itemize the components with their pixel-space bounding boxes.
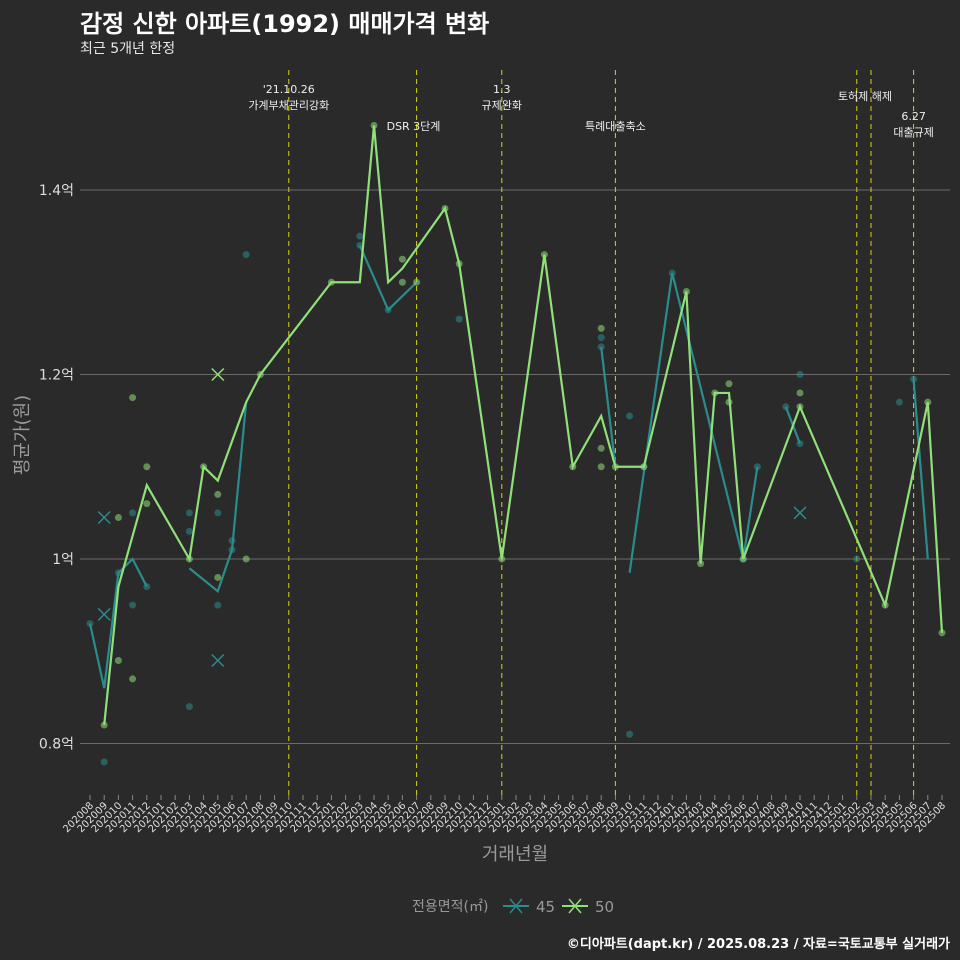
data-point-45 [455, 315, 463, 323]
data-point-45 [356, 232, 364, 240]
data-point-45 [242, 251, 250, 259]
data-point-45 [895, 398, 903, 406]
data-point-45 [214, 509, 222, 517]
data-point-50 [129, 394, 137, 402]
data-point-45 [796, 371, 804, 378]
data-point-50 [242, 555, 250, 563]
data-point-50 [413, 278, 421, 286]
data-point-45 [626, 412, 634, 420]
chart-title: 감정 신한 아파트(1992) 매매가격 변화 [80, 10, 490, 38]
x-marker-45 [793, 506, 807, 520]
data-point-45 [185, 527, 193, 535]
y-axis-title: 평균가(원) [12, 395, 33, 475]
chart-subtitle: 최근 5개년 한정 [80, 41, 176, 57]
legend-x-icon [509, 898, 523, 914]
data-point-50 [597, 324, 605, 332]
y-tick-label: 0.8억 [39, 737, 74, 753]
data-point-50 [114, 656, 122, 664]
event-label: '21.10.26 [263, 83, 315, 96]
data-point-45 [597, 334, 605, 342]
legend-title: 전용면적(㎡) [412, 899, 488, 915]
series-line-50 [103, 125, 944, 726]
data-point-50 [398, 278, 406, 286]
data-point-50 [725, 380, 733, 388]
event-label: 규제완화 [482, 99, 522, 112]
series-line-45 [188, 402, 248, 594]
event-label: 6.27 [901, 110, 926, 123]
data-point-50 [796, 389, 804, 397]
data-point-45 [626, 730, 634, 738]
event-label: 1.3 [493, 83, 511, 96]
data-point-45 [185, 703, 193, 711]
x-marker-50 [211, 367, 225, 382]
data-point-50 [597, 463, 605, 471]
source-caption: ©디아파트(dapt.kr) / 2025.08.23 / 자료=국토교통부 실… [566, 937, 950, 952]
data-point-50 [398, 255, 406, 263]
series-line-45 [358, 244, 418, 312]
legend-label: 50 [595, 898, 614, 916]
data-point-50 [114, 513, 122, 521]
event-label: 토허제 해제 [838, 89, 892, 103]
y-tick-label: 1.2억 [39, 368, 74, 384]
x-marker-45 [211, 653, 225, 668]
y-tick-label: 1.4억 [39, 183, 74, 199]
data-point-50 [143, 500, 151, 508]
series-line-45 [912, 379, 929, 560]
data-point-50 [143, 463, 151, 471]
y-tick-label: 1억 [52, 552, 74, 568]
data-point-50 [214, 573, 222, 581]
data-point-50 [214, 490, 222, 498]
event-label: 대출규제 [893, 126, 933, 139]
x-marker-45 [97, 607, 111, 621]
series-line-45 [88, 557, 148, 689]
legend-label: 45 [536, 898, 555, 916]
series-line-45 [600, 346, 617, 467]
data-point-45 [214, 601, 222, 609]
data-point-45 [129, 601, 137, 609]
event-label: 특례대출축소 [585, 120, 646, 133]
data-point-45 [853, 555, 861, 563]
series-line-45 [628, 272, 759, 573]
legend-x-icon [568, 898, 582, 914]
x-axis-title: 거래년월 [482, 844, 548, 865]
data-point-50 [597, 444, 605, 452]
data-point-45 [100, 758, 108, 766]
data-point-50 [129, 675, 137, 683]
data-point-45 [129, 509, 137, 517]
event-label: 가계부채관리강화 [248, 99, 329, 112]
x-marker-45 [97, 510, 111, 525]
event-label: DSR 3단계 [387, 120, 441, 133]
data-point-45 [185, 509, 193, 517]
